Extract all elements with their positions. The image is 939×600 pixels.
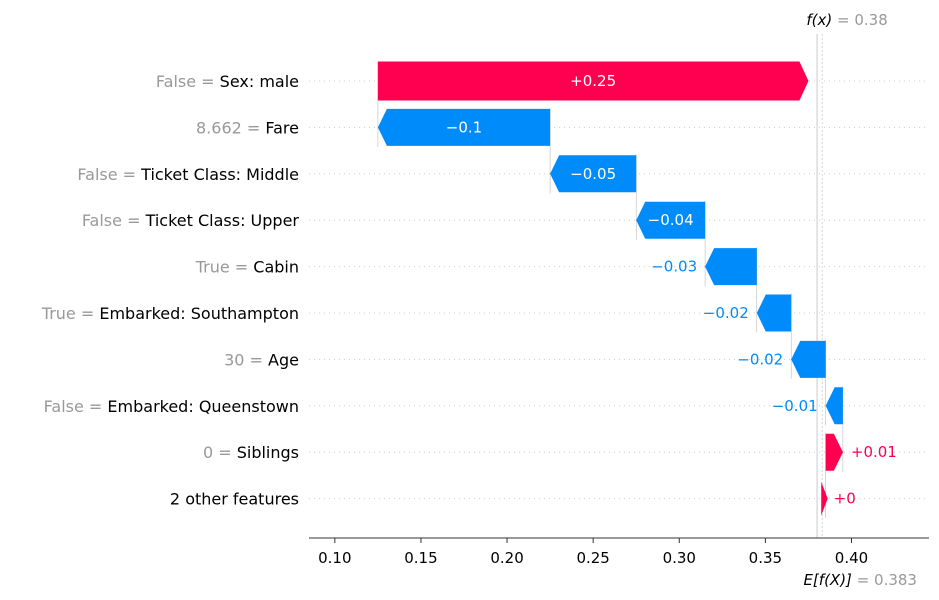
contribution-bar xyxy=(791,340,826,378)
contribution-label: −0.01 xyxy=(772,397,818,415)
fx-annotation: f(x) = 0.38 xyxy=(806,11,887,29)
contribution-label: −0.02 xyxy=(737,350,783,368)
feature-label: False = Ticket Class: Middle xyxy=(77,165,299,184)
x-tick-label: 0.20 xyxy=(490,549,523,567)
feature-name: Embarked: Southampton xyxy=(99,304,299,323)
feature-value: False = xyxy=(82,211,146,230)
contribution-label: −0.04 xyxy=(648,211,694,229)
contribution-bar xyxy=(825,387,843,425)
feature-labels: False = Sex: male 8.662 = Fare False = Tic… xyxy=(41,72,300,509)
contribution-label: +0.25 xyxy=(570,72,616,90)
x-tick-label: 0.30 xyxy=(663,549,696,567)
feature-label: 30 = Age xyxy=(224,350,299,369)
feature-label: 0 = Siblings xyxy=(203,443,299,462)
contribution-label: +0 xyxy=(834,490,856,508)
x-tick-label: 0.40 xyxy=(835,549,868,567)
feature-label: 8.662 = Fare xyxy=(196,118,299,137)
contribution-bars: +0.25 −0.1 −0.05 −0.04 −0.03 −0.02 −0.02 −0.01 +… xyxy=(377,61,897,516)
feature-name: Embarked: Queenstown xyxy=(107,397,299,416)
feature-name: Ticket Class: Upper xyxy=(145,211,300,230)
contribution-bar xyxy=(636,201,706,239)
feature-value: True = xyxy=(41,304,100,323)
contribution-label: −0.02 xyxy=(703,304,749,322)
feature-label: False = Sex: male xyxy=(156,72,299,91)
fx-label: f(x) xyxy=(806,11,832,29)
efx-value: = 0.383 xyxy=(857,571,917,589)
contribution-bar xyxy=(825,433,843,471)
feature-name: Siblings xyxy=(237,443,299,462)
x-tick-label: 0.15 xyxy=(404,549,437,567)
contribution-bar xyxy=(377,61,809,101)
contribution-bar xyxy=(377,108,551,146)
x-tick-label: 0.35 xyxy=(749,549,782,567)
feature-name: Cabin xyxy=(253,258,299,277)
feature-value: False = xyxy=(44,397,108,416)
feature-label: 2 other features xyxy=(170,490,299,509)
feature-value: True = xyxy=(195,258,254,277)
efx-annotation: E[f(X)] = 0.383 xyxy=(803,571,917,589)
contribution-label: +0.01 xyxy=(851,443,897,461)
feature-label: False = Embarked: Queenstown xyxy=(44,397,299,416)
efx-label: E[f(X)] xyxy=(803,571,852,589)
feature-value: 0 = xyxy=(203,443,237,462)
contribution-label: −0.05 xyxy=(570,165,616,183)
x-tick-label: 0.10 xyxy=(318,549,351,567)
contribution-label: −0.1 xyxy=(446,118,482,136)
fx-value: = 0.38 xyxy=(837,11,888,29)
x-axis: 0.10 0.15 0.20 0.25 0.30 0.35 0.40 xyxy=(309,537,929,567)
contribution-bar xyxy=(821,481,828,516)
contribution-bar xyxy=(550,155,637,193)
feature-name: Fare xyxy=(265,118,299,137)
contribution-bar xyxy=(705,248,757,286)
feature-label: True = Cabin xyxy=(195,258,299,277)
feature-value: False = xyxy=(77,165,141,184)
contribution-bar xyxy=(756,294,792,332)
feature-value: False = xyxy=(156,72,220,91)
feature-name: Ticket Class: Middle xyxy=(140,165,299,184)
x-tick-label: 0.25 xyxy=(576,549,609,567)
feature-label: False = Ticket Class: Upper xyxy=(82,211,300,230)
feature-name: Sex: male xyxy=(220,72,299,91)
feature-name: 2 other features xyxy=(170,490,299,509)
feature-name: Age xyxy=(268,350,299,369)
feature-label: True = Embarked: Southampton xyxy=(41,304,299,323)
feature-value: 30 = xyxy=(224,350,268,369)
contribution-label: −0.03 xyxy=(651,258,697,276)
feature-value: 8.662 = xyxy=(196,118,265,137)
